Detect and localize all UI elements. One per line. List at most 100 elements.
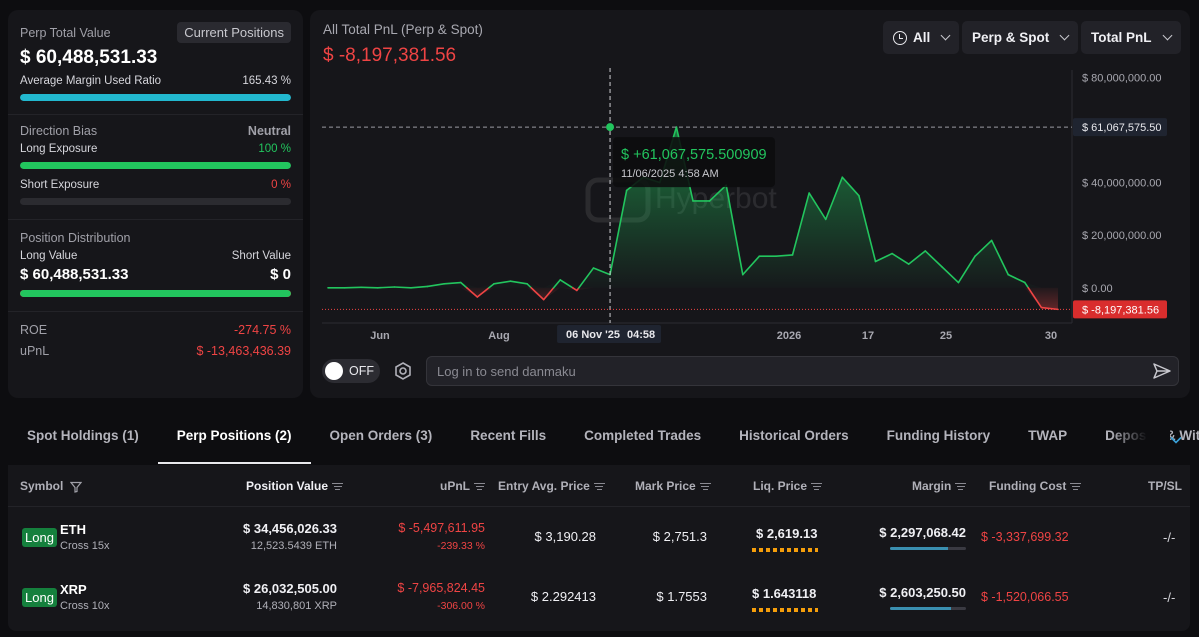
position-value: $ 26,032,505.00 xyxy=(243,581,337,596)
send-icon[interactable] xyxy=(1152,362,1172,380)
sort-icon xyxy=(699,482,711,491)
pnl-line-segment xyxy=(476,286,490,298)
pnl-line-segment xyxy=(924,250,943,268)
table-row[interactable]: Long XRP Cross 10x $ 26,032,505.00 14,83… xyxy=(8,567,1190,627)
pnl-line-segment xyxy=(559,279,574,289)
pnl-line-segment xyxy=(410,285,429,289)
positions-tabs: Spot Holdings (1) Perp Positions (2) Open … xyxy=(8,424,1199,464)
position-size: 14,830,801 XRP xyxy=(256,600,337,612)
header-position-value[interactable]: Position Value xyxy=(246,479,344,493)
entry-price: $ 2.292413 xyxy=(530,589,596,604)
tab-spot-holdings-1[interactable]: Spot Holdings (1) xyxy=(27,428,139,443)
pnl-line-segment xyxy=(542,286,555,301)
pnl-line-segment xyxy=(741,255,761,276)
tab-open-orders-3[interactable]: Open Orders (3) xyxy=(329,428,433,443)
pnl-chart[interactable]: Hyperbot $ 80,000,000.00$ 60,000,000.00$… xyxy=(310,10,1190,355)
toggle-knob xyxy=(325,362,343,380)
symbol[interactable]: XRP xyxy=(60,582,87,597)
short-value: $ 0 xyxy=(270,266,291,283)
perp-total-value: $ 60,488,531.33 xyxy=(20,47,158,68)
tpsl[interactable]: -/- xyxy=(1163,530,1176,545)
pnl-line-segment xyxy=(571,286,578,292)
range-dropdown-label: All xyxy=(913,30,931,45)
pnl-line-segment xyxy=(957,255,976,284)
pnl-line-segment xyxy=(907,250,927,265)
metric-dropdown-label: Total PnL xyxy=(1091,30,1152,45)
avg-margin-bar xyxy=(20,94,291,101)
margin-bar xyxy=(890,607,966,610)
tab-completed-trades[interactable]: Completed Trades xyxy=(584,428,702,443)
pnl-line-segment xyxy=(1007,273,1026,284)
leverage: Cross 10x xyxy=(60,600,110,612)
pnl-line-segment xyxy=(343,286,362,289)
tpsl[interactable]: -/- xyxy=(1163,590,1176,605)
x-tick-label: 2026 xyxy=(777,330,801,342)
metric-dropdown[interactable]: Total PnL xyxy=(1081,21,1181,54)
mark-price: $ 1.7553 xyxy=(656,589,707,604)
upnl: $ -7,965,824.45 xyxy=(397,581,485,595)
range-dropdown[interactable]: All xyxy=(883,21,960,54)
pnl-line-segment xyxy=(488,283,495,289)
highlight-point[interactable] xyxy=(606,123,615,132)
direction-bias-value: Neutral xyxy=(247,124,291,138)
pnl-line-segment xyxy=(465,286,479,298)
current-positions-button[interactable]: Current Positions xyxy=(177,22,291,43)
short-exposure-value: 0 % xyxy=(271,179,291,191)
pnl-line-segment xyxy=(808,192,827,221)
settings-icon[interactable] xyxy=(393,361,413,381)
tooltip-value: $ +61,067,575.500909 xyxy=(621,147,767,163)
tab-perp-positions-2[interactable]: Perp Positions (2) xyxy=(157,424,311,464)
pnl-line-segment xyxy=(443,281,462,285)
side-badge: Long xyxy=(22,588,57,607)
entry-price: $ 3,190.28 xyxy=(534,529,596,544)
tab-recent-fills[interactable]: Recent Fills xyxy=(470,428,547,443)
avg-margin-value: 165.43 % xyxy=(242,75,291,87)
header-liq-price[interactable]: Liq. Price xyxy=(753,479,823,493)
header-margin[interactable]: Margin xyxy=(912,479,967,493)
header-upnl[interactable]: uPnL xyxy=(440,479,485,493)
summary-card: Perp Total Value Current Positions $ 60,… xyxy=(8,10,303,398)
header-symbol[interactable]: Symbol xyxy=(20,479,82,493)
pnl-line-segment xyxy=(530,286,545,301)
funding-cost: $ -1,520,066.55 xyxy=(981,590,1069,604)
y-tick-label: $ 40,000,000.00 xyxy=(1082,178,1162,190)
header-funding-cost[interactable]: Funding Cost xyxy=(989,479,1082,493)
perp-positions-table: Symbol Position Value uPnL Entry Avg. Pr… xyxy=(8,465,1190,631)
pnl-line-segment xyxy=(578,267,595,289)
roe-value: -274.75 % xyxy=(234,323,291,337)
pnl-line-segment xyxy=(1040,306,1059,311)
sort-icon xyxy=(1070,482,1082,491)
liq-distance-indicator xyxy=(752,608,818,612)
pnl-line-segment xyxy=(459,281,468,289)
danmaku-input[interactable]: Log in to send danmaku xyxy=(426,356,1179,386)
x-tick-label: 17 xyxy=(862,330,874,342)
header-tpsl: TP/SL xyxy=(1148,479,1183,493)
tabs-more-chevron-icon[interactable] xyxy=(1170,434,1182,446)
header-entry-price[interactable]: Entry Avg. Price xyxy=(498,479,605,493)
danmaku-toggle[interactable]: OFF xyxy=(322,359,380,383)
pnl-line-segment xyxy=(858,194,877,263)
symbol[interactable]: ETH xyxy=(60,522,86,537)
scope-dropdown[interactable]: Perp & Spot xyxy=(962,21,1079,54)
pnl-line-segment xyxy=(609,189,628,276)
y-tick-label: $ 80,000,000.00 xyxy=(1082,72,1162,84)
x-tick-label: Aug xyxy=(488,330,509,342)
tab-historical-orders[interactable]: Historical Orders xyxy=(739,428,849,443)
x-tick-label: 25 xyxy=(940,330,952,342)
svg-text:$ -8,197,381.56: $ -8,197,381.56 xyxy=(1082,304,1159,316)
direction-bias-label: Direction Bias xyxy=(20,124,98,138)
x-tick-label: Jun xyxy=(370,330,390,342)
pnl-line-segment xyxy=(791,192,810,256)
y-axis-ticks: $ 80,000,000.00$ 60,000,000.00$ 40,000,0… xyxy=(1082,72,1162,295)
pnl-line-segment xyxy=(376,286,396,289)
position-size: 12,523.5439 ETH xyxy=(250,540,337,552)
y-tick-label: $ 20,000,000.00 xyxy=(1082,230,1162,242)
crosshair-y-label: $ 61,067,575.50 xyxy=(1073,118,1167,137)
tab-funding-history[interactable]: Funding History xyxy=(886,428,991,443)
danmaku-placeholder: Log in to send danmaku xyxy=(437,363,576,379)
pnl-line-segment xyxy=(493,280,512,285)
sort-icon xyxy=(332,482,344,491)
header-mark-price[interactable]: Mark Price xyxy=(635,479,711,493)
table-row[interactable]: Long ETH Cross 15x $ 34,456,026.33 12,52… xyxy=(8,507,1190,567)
x-axis-ticks: JunAugOct2026172530 xyxy=(370,330,1057,342)
